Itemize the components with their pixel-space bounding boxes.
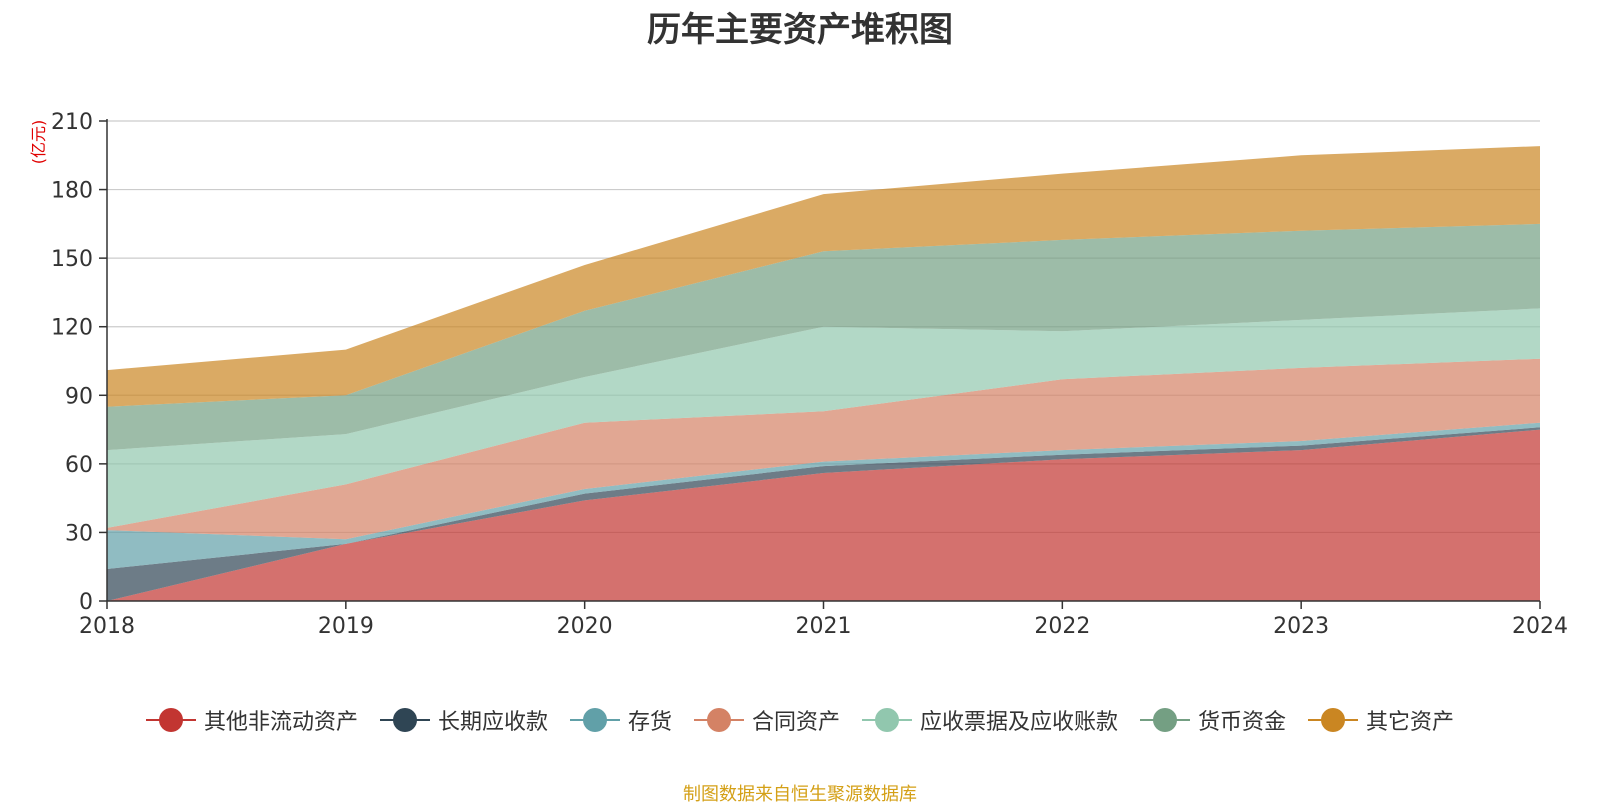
x-tick-label: 2024 (1512, 614, 1568, 639)
x-tick-label: 2021 (796, 614, 852, 639)
x-tick-label: 2022 (1034, 614, 1090, 639)
legend-marker-icon (1140, 708, 1191, 732)
legend-marker-icon (569, 708, 620, 732)
x-tick-label: 2023 (1273, 614, 1329, 639)
legend-item[interactable]: 货币资金 (1140, 704, 1286, 736)
chart-title: 历年主要资产堆积图 (647, 10, 953, 50)
legend-label: 存货 (627, 710, 672, 735)
legend-marker-icon (379, 708, 430, 732)
y-tick-label: 0 (79, 590, 93, 615)
legend-item[interactable]: 其它资产 (1308, 704, 1454, 736)
y-tick-label: 90 (65, 384, 93, 409)
area-series-其它资产 (107, 146, 1540, 407)
legend-label: 长期应收款 (437, 710, 548, 735)
legend-item[interactable]: 长期应收款 (379, 704, 548, 736)
y-tick-label: 150 (51, 247, 93, 272)
area-series-货币资金 (107, 223, 1540, 451)
y-tick-label: 120 (51, 316, 93, 341)
y-tick-label: 210 (51, 110, 93, 135)
y-axis-unit-label: (亿元) (29, 120, 48, 165)
legend-marker-icon (1308, 708, 1359, 732)
legend-marker-icon (693, 708, 744, 732)
x-tick-label: 2019 (318, 614, 374, 639)
source-note: 制图数据来自恒生聚源数据库 (683, 784, 917, 805)
area-series-应收票据及应收账款 (107, 308, 1540, 528)
legend-label: 合同资产 (751, 710, 840, 735)
legend-item[interactable]: 合同资产 (693, 704, 840, 736)
area-series (107, 146, 1540, 601)
legend-item[interactable]: 其他非流动资产 (145, 704, 358, 736)
legend-item[interactable]: 存货 (569, 704, 672, 736)
legend: 其他非流动资产 长期应收款 存货 合同资产 应收票据及应收账款 货币资金 其它资产 (0, 704, 1600, 736)
legend-label: 应收票据及应收账款 (920, 710, 1119, 735)
legend-label: 货币资金 (1198, 710, 1287, 735)
y-tick-label: 30 (65, 521, 93, 546)
y-tick-label: 180 (51, 179, 93, 204)
axes: 0 30 60 90 120 150 180 210 2018 2019 2020 2021 2022 2… (51, 110, 1568, 639)
legend-marker-icon (145, 708, 196, 732)
legend-label: 其它资产 (1366, 710, 1455, 735)
legend-label: 其他非流动资产 (203, 710, 358, 735)
legend-item[interactable]: 应收票据及应收账款 (862, 704, 1118, 736)
legend-marker-icon (862, 708, 912, 732)
area-series-合同资产 (107, 358, 1540, 540)
x-tick-label: 2020 (557, 614, 613, 639)
y-tick-label: 60 (65, 453, 93, 478)
area-series-其他非流动资产 (107, 429, 1540, 601)
x-tick-label: 2018 (79, 614, 135, 639)
area-series-存货 (107, 422, 1540, 569)
